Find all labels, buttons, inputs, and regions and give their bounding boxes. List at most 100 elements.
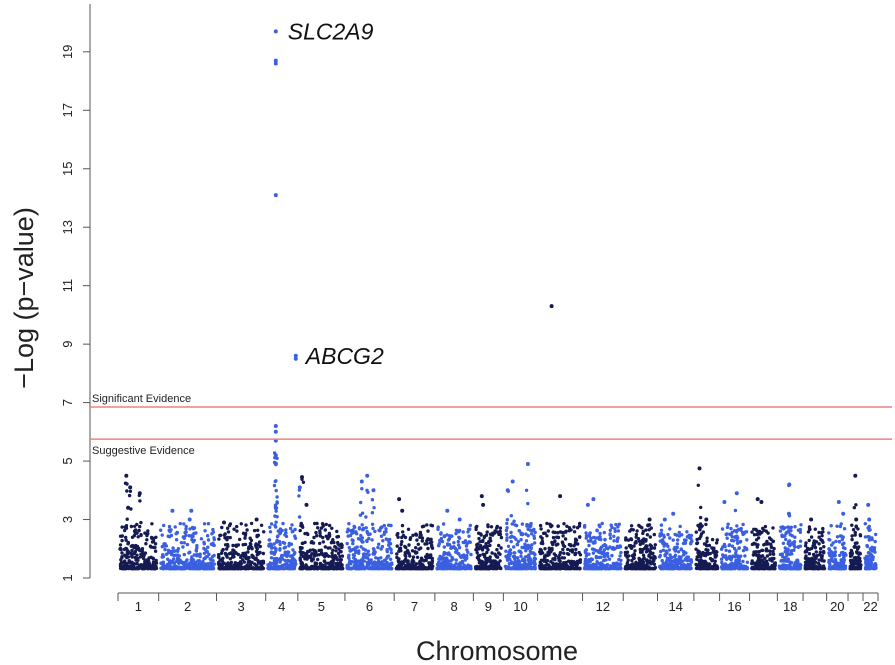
data-point (755, 553, 759, 558)
data-point (233, 561, 237, 565)
data-point (430, 560, 434, 565)
data-point (226, 530, 231, 534)
data-point (704, 566, 708, 571)
data-point (256, 558, 260, 563)
data-point (146, 529, 150, 533)
data-point (367, 553, 371, 557)
data-point (778, 529, 783, 533)
data-point (628, 529, 632, 533)
data-point (820, 559, 824, 563)
peak-point (128, 485, 133, 490)
data-point (519, 554, 523, 558)
data-point (597, 566, 602, 571)
data-point (562, 551, 566, 555)
data-point (755, 529, 759, 533)
data-point (617, 522, 621, 526)
data-point (118, 563, 123, 567)
data-point (469, 564, 473, 569)
data-point (383, 558, 387, 562)
data-point (710, 559, 714, 563)
data-point (328, 546, 332, 550)
data-point (705, 562, 710, 566)
data-point (430, 546, 435, 550)
data-point (259, 563, 263, 567)
data-point (780, 533, 784, 537)
data-point (772, 562, 777, 566)
data-point (188, 550, 192, 554)
data-point (275, 495, 279, 499)
data-point (365, 488, 369, 492)
data-point (873, 566, 877, 571)
data-point (783, 526, 787, 530)
data-point (671, 538, 675, 542)
data-point (752, 533, 757, 537)
data-point (814, 565, 818, 569)
data-point (327, 566, 331, 571)
data-point (241, 551, 245, 556)
data-point (583, 523, 587, 528)
data-point (468, 523, 472, 528)
data-point (232, 527, 236, 531)
data-point (138, 555, 143, 559)
data-point (125, 561, 129, 566)
data-point (417, 547, 421, 551)
y-tick-label: 19 (60, 45, 75, 59)
data-point (244, 553, 248, 558)
data-point (372, 506, 376, 510)
data-point (494, 560, 498, 564)
data-point (509, 530, 513, 535)
data-point (460, 554, 464, 558)
data-point (232, 564, 237, 568)
data-point (407, 551, 411, 556)
data-point (682, 550, 686, 554)
data-point (533, 562, 537, 566)
data-point (418, 535, 422, 539)
threshold-label: Significant Evidence (92, 393, 191, 405)
data-point (842, 566, 846, 571)
data-point (526, 501, 530, 506)
data-point (381, 539, 385, 543)
data-point (690, 539, 694, 543)
peak-point (734, 491, 739, 496)
data-point (685, 530, 689, 534)
data-point (765, 554, 770, 558)
data-point (526, 558, 531, 562)
data-point (696, 563, 700, 567)
data-point (662, 544, 666, 548)
x-tick-label: 8 (450, 599, 457, 614)
data-point (563, 537, 568, 541)
data-point (828, 565, 832, 569)
data-point (505, 526, 509, 530)
x-tick-label: 4 (278, 599, 285, 614)
data-point (163, 547, 167, 552)
data-point (195, 553, 199, 557)
y-tick-label: 17 (60, 103, 75, 117)
data-point (754, 538, 759, 542)
peak-point (187, 517, 192, 522)
data-point (331, 557, 335, 561)
data-point (574, 547, 578, 552)
data-point (162, 523, 166, 528)
data-point (783, 566, 788, 571)
data-point (784, 537, 788, 542)
data-point (154, 535, 158, 539)
data-point (858, 534, 863, 538)
data-point (388, 566, 392, 570)
data-point (587, 543, 591, 548)
data-point (339, 550, 343, 554)
data-point (218, 533, 222, 538)
data-point (850, 558, 854, 563)
data-point (301, 563, 305, 567)
data-point (347, 522, 351, 526)
data-point (798, 539, 803, 543)
data-point (540, 539, 545, 544)
data-point (833, 546, 837, 550)
data-point (293, 563, 297, 567)
data-point (853, 558, 857, 562)
data-point (299, 547, 303, 551)
data-point (636, 537, 641, 541)
data-point (450, 534, 454, 538)
data-point (566, 552, 571, 556)
data-point (182, 541, 187, 545)
data-point (174, 553, 178, 557)
